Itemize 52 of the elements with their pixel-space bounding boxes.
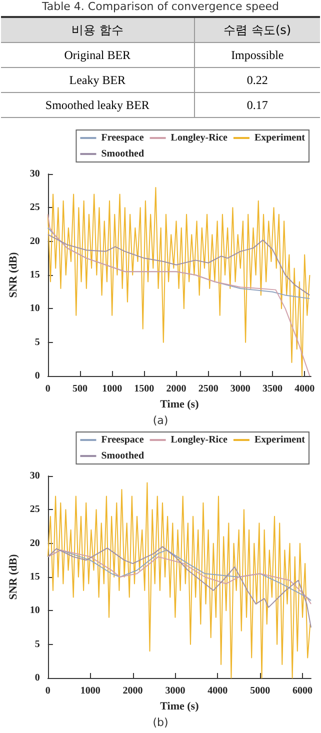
- legend-label: Longley-Rice: [170, 434, 228, 446]
- x-tick-label: 0: [45, 686, 50, 696]
- x-tick-label: 2000: [122, 686, 143, 696]
- x-tick-label: 3000: [165, 686, 186, 696]
- y-tick-label: 25: [30, 504, 40, 516]
- text: (b): [152, 716, 168, 729]
- y-tick-label: 5: [34, 336, 40, 348]
- y-tick-label: 15: [30, 572, 40, 582]
- y-axis-title: SNR (dB): [8, 554, 20, 600]
- legend-label: Longley-Rice: [170, 132, 228, 144]
- text: 비용 함수: [1, 17, 194, 42]
- x-tick-label: 2000: [166, 384, 186, 394]
- x-tick-label: 1500: [134, 384, 154, 394]
- legend-label: Smoothed: [101, 450, 144, 462]
- y-tick-label: 25: [30, 202, 40, 214]
- x-tick-label: 4000: [294, 384, 315, 394]
- text: Table 4. Comparison of convergence speed: [40, 0, 280, 15]
- x-tick-label: 5000: [250, 686, 270, 696]
- legend-label: Freespace: [101, 434, 144, 446]
- x-tick-label: 1000: [80, 686, 100, 696]
- y-tick-label: 15: [30, 270, 40, 280]
- y-axis-title: SNR (dB): [8, 252, 20, 298]
- text: 0.22: [194, 68, 320, 92]
- x-tick-label: 0: [45, 384, 50, 394]
- text: Smoothed leaky BER: [1, 92, 194, 118]
- text: Original BER: [1, 42, 194, 68]
- x-tick-label: 4000: [208, 686, 228, 696]
- y-tick-label: 10: [30, 605, 40, 616]
- y-tick-label: 10: [30, 303, 40, 314]
- y-tick-label: 20: [30, 538, 40, 549]
- text: (a): [152, 414, 168, 427]
- y-tick-label: 20: [30, 236, 40, 247]
- x-tick-label: 3500: [262, 384, 282, 394]
- x-tick-label: 500: [72, 384, 88, 394]
- x-tick-label: 2500: [198, 384, 218, 394]
- x-tick-label: 1000: [102, 384, 122, 394]
- legend-label: Smoothed: [101, 148, 144, 160]
- y-tick-label: 0: [34, 672, 40, 684]
- legend-label: Experiment: [254, 434, 306, 446]
- x-axis-title: Time (s): [160, 398, 200, 410]
- x-tick-label: 3000: [230, 384, 250, 394]
- legend-label: Experiment: [254, 132, 306, 144]
- text: Impossible: [194, 42, 320, 68]
- y-tick-label: 0: [34, 370, 40, 382]
- y-tick-label: 30: [30, 168, 40, 180]
- x-axis-title: Time (s): [160, 700, 200, 712]
- x-tick-label: 6000: [292, 686, 313, 696]
- y-tick-label: 5: [34, 638, 40, 650]
- y-tick-label: 30: [30, 470, 40, 482]
- legend-label: Freespace: [101, 132, 144, 144]
- text: 0.17: [194, 92, 320, 118]
- text: Leaky BER: [1, 68, 194, 92]
